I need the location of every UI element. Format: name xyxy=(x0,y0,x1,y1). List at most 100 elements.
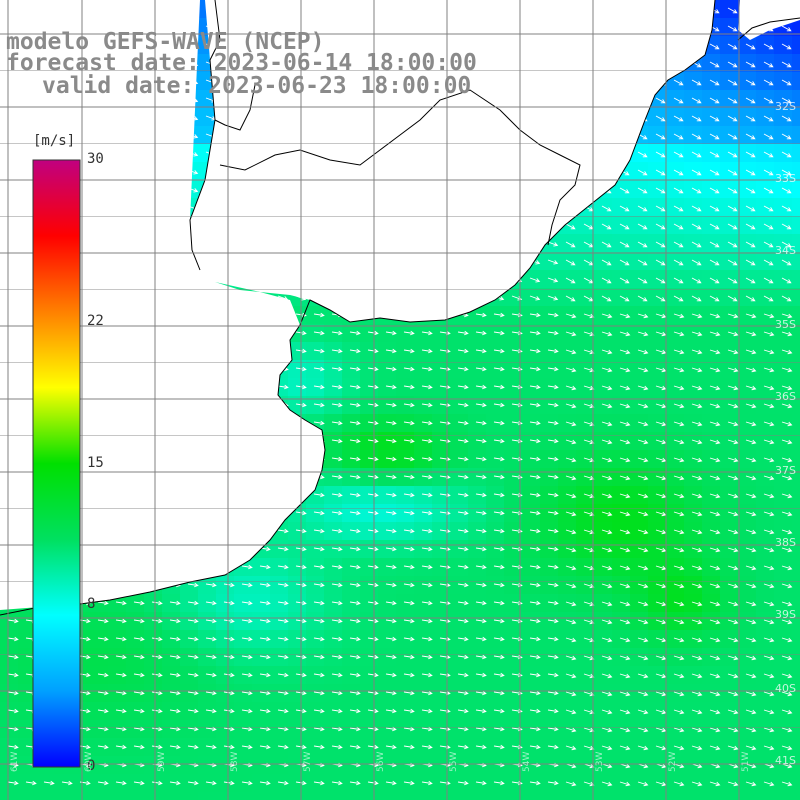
wind-arrow xyxy=(457,492,469,498)
wind-arrow xyxy=(475,510,487,516)
wind-arrow xyxy=(691,511,703,517)
wind-speed-cell xyxy=(684,576,703,595)
wind-arrow xyxy=(169,600,181,606)
wind-speed-cell xyxy=(684,504,703,523)
wind-speed-cell xyxy=(630,756,649,775)
wind-speed-cell xyxy=(792,90,800,109)
wind-speed-cell xyxy=(540,594,559,613)
wind-speed-cell xyxy=(720,594,739,613)
wind-speed-cell xyxy=(504,612,523,631)
wind-arrow xyxy=(745,367,757,373)
wind-speed-cell xyxy=(144,666,163,685)
wind-arrow xyxy=(349,690,361,696)
wind-arrow xyxy=(529,348,541,354)
wind-arrow xyxy=(367,528,379,534)
wind-arrow xyxy=(691,349,703,355)
wind-speed-cell xyxy=(486,324,505,343)
wind-arrow xyxy=(673,133,684,140)
wind-arrow xyxy=(565,241,576,248)
wind-arrow xyxy=(745,511,757,517)
wind-speed-cell xyxy=(486,666,505,685)
wind-arrow xyxy=(277,546,289,552)
wind-speed-cell xyxy=(486,594,505,613)
wind-speed-cell xyxy=(666,360,685,379)
wind-speed-cell xyxy=(594,234,613,253)
wind-speed-cell xyxy=(432,738,451,757)
wind-arrow xyxy=(691,601,703,607)
wind-arrow xyxy=(637,493,649,499)
wind-arrow xyxy=(403,366,415,372)
wind-speed-cell xyxy=(252,558,271,577)
wind-speed-cell xyxy=(612,792,631,800)
wind-arrow xyxy=(565,367,577,373)
wind-arrow xyxy=(727,169,738,176)
wind-speed-cell xyxy=(756,612,775,631)
wind-arrow xyxy=(187,708,199,714)
wind-arrow xyxy=(637,187,648,194)
wind-speed-cell xyxy=(486,450,505,469)
wind-arrow xyxy=(565,439,577,445)
wind-speed-cell xyxy=(306,720,325,739)
wind-speed-cell xyxy=(774,198,793,217)
wind-speed-cell xyxy=(90,684,109,703)
wind-arrow xyxy=(313,654,325,660)
wind-arrow xyxy=(583,601,595,607)
wind-arrow xyxy=(187,726,199,732)
wind-speed-cell xyxy=(18,648,37,667)
wind-arrow xyxy=(529,636,541,642)
wind-arrow xyxy=(601,475,613,481)
wind-speed-cell xyxy=(738,486,757,505)
wind-arrow xyxy=(763,475,775,481)
wind-arrow xyxy=(313,546,325,552)
wind-speed-cell xyxy=(684,108,703,127)
wind-arrow xyxy=(529,564,541,570)
wind-speed-cell xyxy=(0,756,19,775)
wind-arrow xyxy=(673,619,685,625)
wind-arrow xyxy=(727,385,739,391)
wind-speed-cell xyxy=(774,216,793,235)
wind-arrow xyxy=(169,780,181,786)
wind-speed-cell xyxy=(576,792,595,800)
wind-arrow xyxy=(475,366,487,372)
wind-arrow xyxy=(223,654,235,660)
wind-speed-cell xyxy=(630,270,649,289)
wind-arrow xyxy=(709,727,721,733)
wind-speed-cell xyxy=(720,252,739,271)
wind-speed-cell xyxy=(558,486,577,505)
wind-speed-cell xyxy=(792,270,800,289)
latitude-label: 35S xyxy=(775,318,796,331)
wind-speed-cell xyxy=(666,216,685,235)
wind-speed-cell xyxy=(504,720,523,739)
wind-speed-cell xyxy=(36,774,55,793)
wind-arrow xyxy=(691,385,703,391)
wind-speed-cell xyxy=(90,738,109,757)
wind-arrow xyxy=(385,564,397,570)
wind-speed-cell xyxy=(792,576,800,595)
wind-arrow xyxy=(709,655,721,661)
wind-speed-cell xyxy=(288,576,307,595)
wind-arrow xyxy=(241,654,253,660)
wind-arrow xyxy=(547,402,559,408)
wind-arrow xyxy=(583,745,595,751)
wind-arrow xyxy=(763,745,775,751)
wind-arrow xyxy=(583,349,595,355)
wind-speed-cell xyxy=(468,450,487,469)
wind-speed-cell xyxy=(684,666,703,685)
wind-arrow xyxy=(313,330,325,336)
wind-arrow xyxy=(493,528,505,534)
wind-arrow xyxy=(421,402,433,408)
wind-speed-cell xyxy=(18,666,37,685)
wind-arrow xyxy=(763,97,774,104)
wind-arrow xyxy=(763,133,774,140)
wind-arrow xyxy=(727,7,738,14)
wind-arrow xyxy=(331,420,343,426)
wind-arrow xyxy=(655,169,666,176)
wind-arrow xyxy=(385,366,397,372)
wind-arrow xyxy=(529,726,541,732)
wind-arrow xyxy=(457,384,469,390)
wind-arrow xyxy=(7,744,19,750)
wind-speed-cell xyxy=(756,414,775,433)
wind-speed-cell xyxy=(180,774,199,793)
wind-arrow xyxy=(547,528,559,534)
